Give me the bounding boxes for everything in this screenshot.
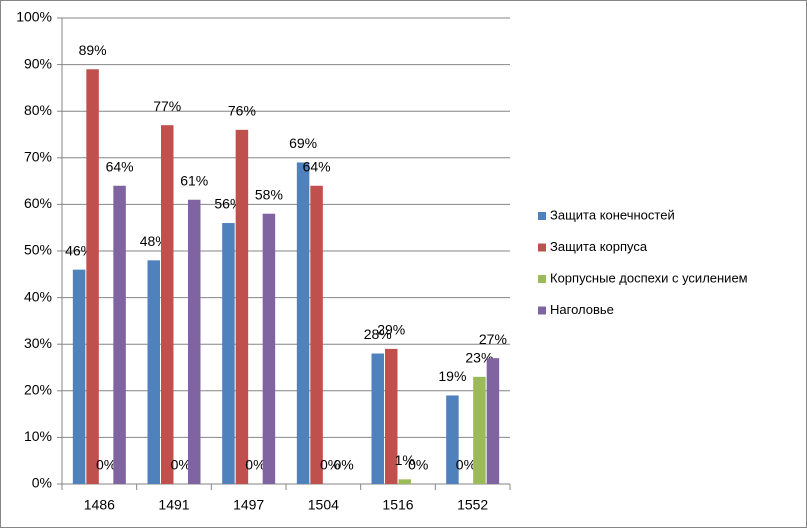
data-label: 23% bbox=[465, 350, 493, 366]
data-label: 0% bbox=[171, 457, 191, 473]
legend-swatch bbox=[538, 306, 546, 315]
y-tick-label: 80% bbox=[24, 102, 52, 118]
data-label: 77% bbox=[153, 98, 181, 114]
legend-text: Корпусные доспехи с усилением bbox=[550, 270, 748, 285]
x-tick-label: 1516 bbox=[382, 497, 413, 513]
data-label: 64% bbox=[303, 158, 331, 174]
legend-swatch bbox=[538, 212, 546, 220]
data-label: 0% bbox=[245, 457, 265, 473]
x-tick-label: 1491 bbox=[158, 497, 189, 513]
data-label: 29% bbox=[377, 322, 405, 338]
data-label: 0% bbox=[96, 457, 116, 473]
y-tick-label: 0% bbox=[32, 475, 52, 491]
bar bbox=[310, 185, 323, 484]
y-tick-label: 10% bbox=[24, 428, 52, 444]
bar bbox=[188, 199, 201, 485]
data-label: 64% bbox=[106, 158, 134, 174]
y-tick-label: 90% bbox=[24, 55, 52, 71]
y-tick-label: 40% bbox=[24, 288, 52, 304]
x-tick-label: 1486 bbox=[84, 497, 115, 513]
data-label: 1% bbox=[395, 452, 415, 468]
legend-text: Защита конечностей bbox=[550, 207, 675, 222]
bar bbox=[86, 69, 99, 484]
data-label: 28% bbox=[364, 326, 392, 342]
y-tick-label: 20% bbox=[24, 382, 52, 398]
bar bbox=[446, 395, 459, 484]
x-tick-label: 1552 bbox=[457, 497, 488, 513]
y-tick-label: 50% bbox=[24, 242, 52, 258]
bar bbox=[147, 260, 160, 484]
data-label: 61% bbox=[180, 172, 208, 188]
data-label: 19% bbox=[438, 368, 466, 384]
data-label: 58% bbox=[255, 186, 283, 202]
legend-text: Наголовье bbox=[550, 302, 614, 317]
data-label: 76% bbox=[228, 103, 256, 119]
y-tick-label: 70% bbox=[24, 149, 52, 165]
y-tick-label: 100% bbox=[16, 9, 52, 25]
bar bbox=[371, 353, 384, 484]
data-label: 0% bbox=[333, 457, 353, 473]
bar bbox=[161, 125, 174, 485]
bar bbox=[235, 129, 249, 484]
legend-text: Защита корпуса bbox=[550, 239, 648, 254]
bar bbox=[72, 269, 86, 484]
data-label: 48% bbox=[140, 233, 168, 249]
bar bbox=[296, 162, 310, 484]
data-label: 89% bbox=[79, 42, 107, 58]
data-label: 27% bbox=[479, 331, 507, 347]
data-label: 56% bbox=[214, 196, 242, 212]
bar bbox=[473, 376, 486, 484]
bar bbox=[385, 348, 398, 484]
legend-swatch bbox=[538, 275, 546, 283]
bar bbox=[222, 223, 235, 485]
data-label: 0% bbox=[320, 457, 340, 473]
bar bbox=[486, 358, 500, 484]
data-label: 46% bbox=[65, 242, 93, 258]
y-tick-label: 30% bbox=[24, 335, 52, 351]
legend-swatch bbox=[538, 243, 546, 252]
x-tick-label: 1497 bbox=[233, 497, 264, 513]
bar bbox=[113, 185, 126, 484]
data-label: 0% bbox=[456, 457, 476, 473]
x-tick-label: 1504 bbox=[308, 497, 339, 513]
bar bbox=[398, 479, 411, 484]
data-label: 0% bbox=[408, 457, 428, 473]
bar bbox=[262, 213, 276, 484]
y-tick-label: 60% bbox=[24, 195, 52, 211]
data-label: 69% bbox=[289, 135, 317, 151]
